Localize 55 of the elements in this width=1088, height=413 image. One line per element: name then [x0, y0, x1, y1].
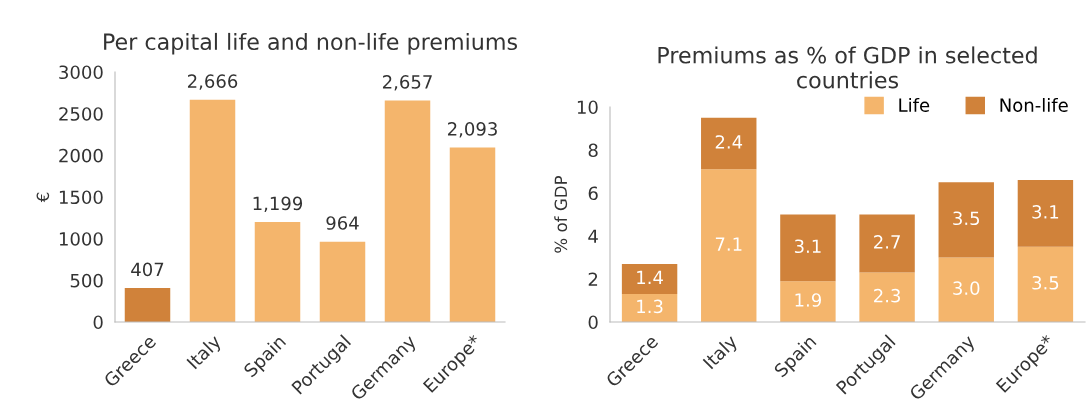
y-tick-label: 2 [588, 272, 598, 286]
y-tick-label: 2500 [59, 107, 103, 121]
bar [701, 169, 757, 322]
data-label: 3.5 [953, 211, 980, 226]
data-label: 3.0 [953, 281, 980, 295]
data-label: 2.4 [715, 135, 743, 149]
bar [124, 288, 171, 322]
y-tick-label: 500 [70, 273, 103, 288]
bar [938, 182, 994, 258]
data-label: 7.1 [715, 237, 742, 251]
data-label: 3.5 [1032, 275, 1059, 290]
chart-title: Premiums as % of GDP in selected countries [658, 46, 1037, 89]
data-label: 1,199 [253, 196, 303, 213]
data-label: 964 [326, 216, 359, 230]
bar [254, 222, 301, 322]
y-axis-title: € [36, 192, 50, 203]
legend-label: Non-life [1000, 97, 1068, 112]
y-tick-label: 3000 [59, 65, 103, 80]
y-tick-label: 1000 [59, 232, 103, 246]
y-tick-label: 0 [93, 315, 103, 330]
bar [859, 272, 915, 322]
bar [189, 99, 236, 322]
data-label: 3.1 [794, 239, 821, 254]
y-tick-label: 4 [588, 229, 598, 243]
data-label: 1.3 [637, 299, 663, 314]
bar [938, 257, 994, 322]
y-tick-label: 10 [577, 100, 598, 115]
data-label: 407 [131, 262, 164, 277]
legend-label: Life [899, 97, 930, 112]
bar [780, 281, 836, 322]
data-label: 2,666 [187, 74, 238, 90]
bar [621, 263, 678, 295]
data-label: 2.3 [874, 288, 900, 303]
y-tick-label: 2000 [59, 148, 103, 163]
data-label: 2,657 [382, 75, 432, 91]
data-label: 1.4 [637, 270, 663, 284]
bar [384, 100, 431, 322]
bar [319, 241, 366, 322]
y-axis-title: % of GDP [554, 175, 568, 253]
bar [859, 214, 915, 273]
y-tick-label: 0 [588, 315, 598, 330]
bar [449, 147, 496, 322]
chart-title: Per capital life and non-life premiums [104, 32, 517, 55]
y-tick-label: 1500 [59, 190, 103, 205]
data-label: 3.1 [1032, 205, 1059, 219]
bar [1017, 246, 1074, 322]
y-tick-label: 6 [588, 186, 598, 201]
data-label: 2.7 [874, 235, 900, 249]
bar [780, 214, 836, 282]
bar [1017, 180, 1074, 247]
bar [621, 294, 678, 322]
y-tick-label: 8 [588, 143, 598, 158]
bar [701, 117, 757, 170]
data-label: 2,093 [447, 122, 497, 138]
data-label: 1.9 [795, 293, 821, 307]
